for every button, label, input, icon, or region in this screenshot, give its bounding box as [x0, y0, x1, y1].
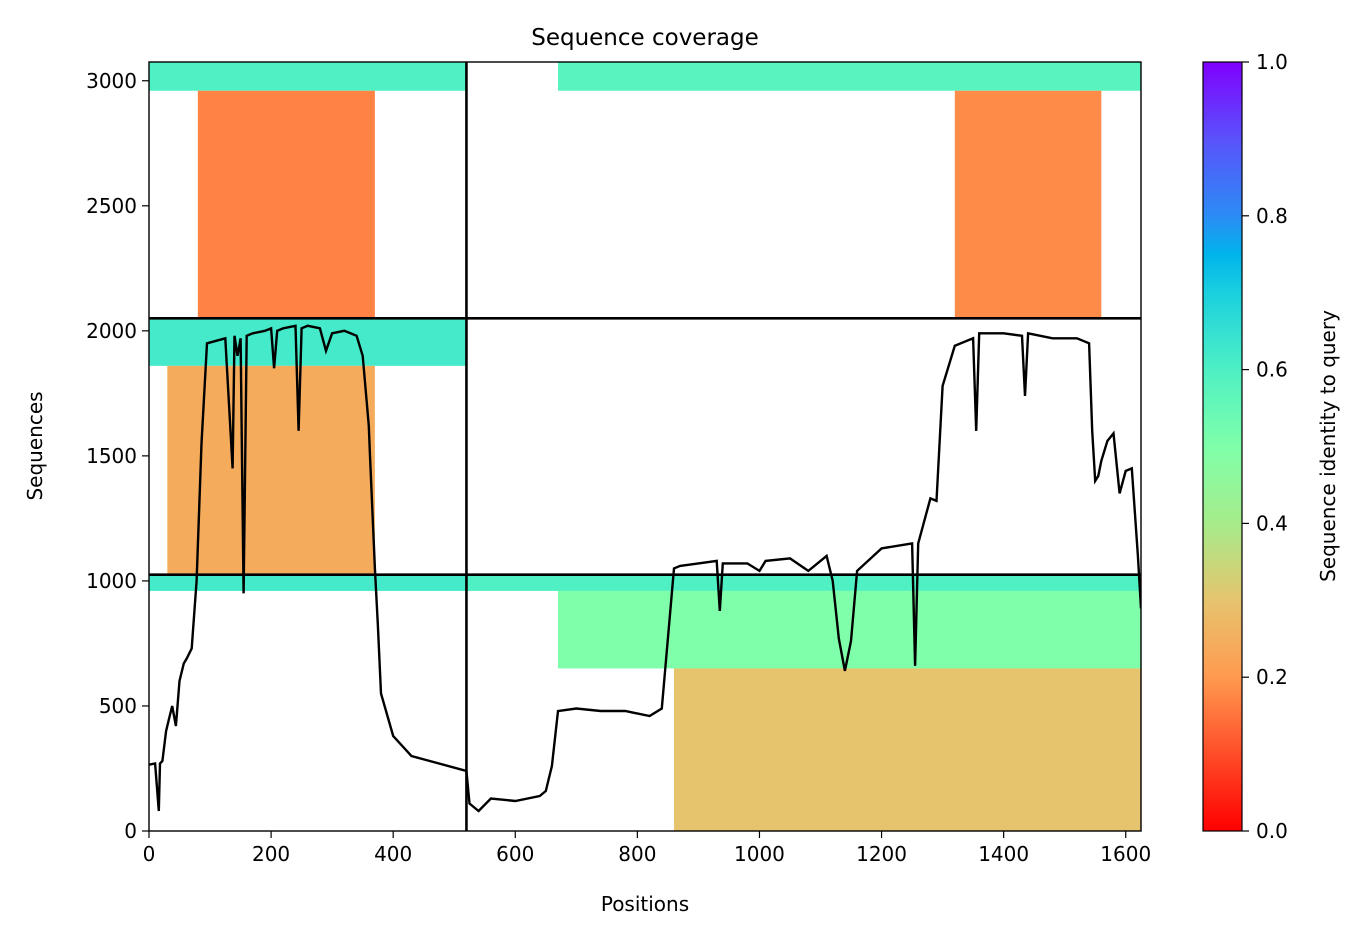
region-group3-chainA-top	[149, 62, 467, 91]
y-tick-label: 1000	[86, 569, 137, 593]
x-axis: 0 200 400 600 800 1000 1200 1400 1600	[143, 831, 1151, 866]
colorbar-tick-label: 0.2	[1256, 665, 1288, 689]
colorbar-tick-label: 1.0	[1256, 50, 1288, 74]
x-tick-label: 600	[496, 842, 534, 866]
y-tick-label: 3000	[86, 69, 137, 93]
colorbar-tick-label: 0.6	[1256, 358, 1288, 382]
region-group3-chainB-top	[558, 62, 1141, 91]
x-axis-label: Positions	[601, 892, 689, 916]
x-tick-label: 200	[252, 842, 290, 866]
x-tick-label: 0	[143, 842, 156, 866]
colorbar	[1202, 61, 1243, 832]
y-tick-label: 1500	[86, 444, 137, 468]
colorbar-tick-label: 0.4	[1256, 511, 1288, 535]
y-tick-label: 2000	[86, 319, 137, 343]
y-axis-label: Sequences	[23, 391, 47, 500]
plot-area	[149, 62, 1141, 831]
colorbar-label: Sequence identity to query	[1316, 310, 1340, 582]
break-lines	[149, 62, 1141, 831]
coverage-line	[149, 324, 1141, 813]
y-tick-label: 0	[124, 819, 137, 843]
y-axis: 0 500 1000 1500 2000 2500 3000	[86, 69, 149, 843]
x-tick-label: 800	[618, 842, 656, 866]
y-tick-label: 500	[99, 694, 137, 718]
region-group3-chainA-body	[197, 90, 375, 319]
coverage-regions	[149, 62, 1141, 831]
region-group2-chainA-body	[167, 365, 375, 575]
x-tick-label: 1400	[978, 842, 1029, 866]
colorbar-tick-label: 0.0	[1256, 819, 1288, 843]
colorbar-axis: 0.0 0.2 0.4 0.6 0.8 1.0	[1242, 50, 1288, 843]
chart-title: Sequence coverage	[531, 25, 759, 51]
x-tick-label: 1200	[856, 842, 907, 866]
colorbar-tick-label: 0.8	[1256, 204, 1288, 228]
x-tick-label: 1600	[1100, 842, 1151, 866]
region-group1-chainB-top	[466, 574, 1141, 591]
x-tick-label: 1000	[734, 842, 785, 866]
region-group1-chainB-low	[673, 668, 1141, 831]
x-tick-label: 400	[374, 842, 412, 866]
region-group1-chainA-top	[149, 574, 467, 591]
region-group3-chainB-body	[954, 90, 1102, 319]
region-group1-chainB-mid	[558, 590, 1141, 669]
plot-frame	[148, 61, 1142, 832]
y-tick-label: 2500	[86, 194, 137, 218]
